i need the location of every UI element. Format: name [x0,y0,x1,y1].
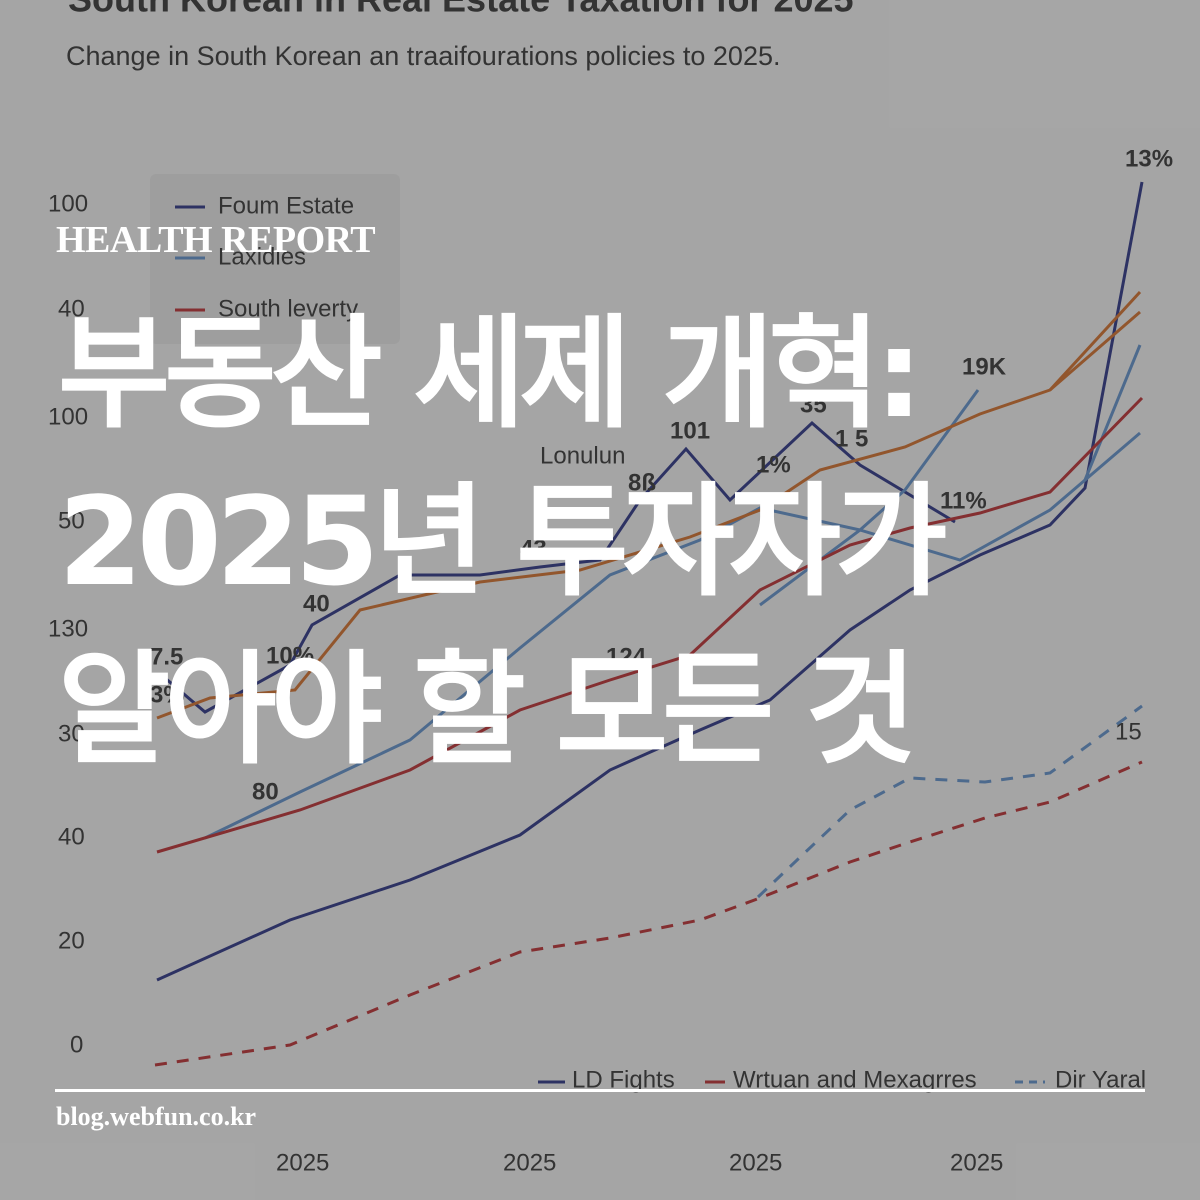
category-label: HEALTH REPORT [56,219,376,261]
bottom-legend: LD Fights Wrtuan and Mexagrres Dir Yaral [538,1066,1146,1093]
headline: 부동산 세제 개혁: 2025년 투자자가 알아야 할 모든 것 [58,303,947,781]
annotation: 43 [520,535,547,562]
lines [154,181,1144,1067]
annotation: 1 5 [835,425,868,452]
annotation: 1% [756,451,791,478]
annotation: 7.5 [150,643,183,670]
line [154,760,1143,1067]
x-label: 2025 [276,1149,329,1176]
y-labels: 100 40 100 50 130 30 40 20 0 [48,190,88,1058]
y-label: 100 [48,403,88,430]
x-label: 2025 [950,1149,1003,1176]
site-name: blog.webfun.co.kr [56,1102,257,1131]
line [1049,310,1141,392]
annotation: 13% [1125,145,1173,172]
legend-label: Foum Estate [218,192,354,219]
legend-label: Laxidies [218,243,306,270]
annotations: 13% 19K 35 1 5 101 Lonulun 8ß 11% 1% 40 … [150,145,1173,805]
line [756,704,1143,899]
line [164,420,956,714]
annotation: 11% [940,487,987,514]
line [204,389,980,840]
y-label: 100 [48,190,88,217]
y-label: 130 [48,615,88,642]
line [156,396,1144,854]
x-labels: 2025 2025 2025 2025 [276,1149,1003,1176]
annotation: Lonulun [540,442,625,469]
annotation: 101 [670,417,710,444]
y-label: 50 [58,507,85,534]
annotation: 15 [1115,718,1142,745]
line [156,290,1142,720]
y-label: 30 [58,720,85,747]
chart-subtitle: Change in South Korean an traaifouration… [66,41,781,71]
y-label: 40 [58,823,85,850]
legend-label: Dir Yaral [1055,1066,1146,1093]
legend-box [150,174,400,344]
annotation: 3% [150,681,185,708]
legend-label: Wrtuan and Mexagrres [733,1066,977,1093]
annotation: 40 [303,590,330,617]
legend-label: South leverty [218,295,358,322]
divider [55,1089,1145,1092]
annotation: 80 [252,778,279,805]
annotation: 10% [266,642,314,669]
legend-label: LD Fights [572,1066,675,1093]
annotation: 8ß [628,469,656,496]
line [1083,344,1142,481]
y-label: 0 [70,1031,83,1058]
chart-title: South Korean in Real Estate Taxation for… [68,0,854,20]
line [156,181,1144,982]
annotation: 19K [962,353,1007,380]
x-label: 2025 [503,1149,556,1176]
y-label: 40 [58,295,85,322]
annotation: 124 [606,643,647,670]
annotation: 35 [800,391,827,418]
y-label: 20 [58,927,85,954]
x-label: 2025 [729,1149,782,1176]
